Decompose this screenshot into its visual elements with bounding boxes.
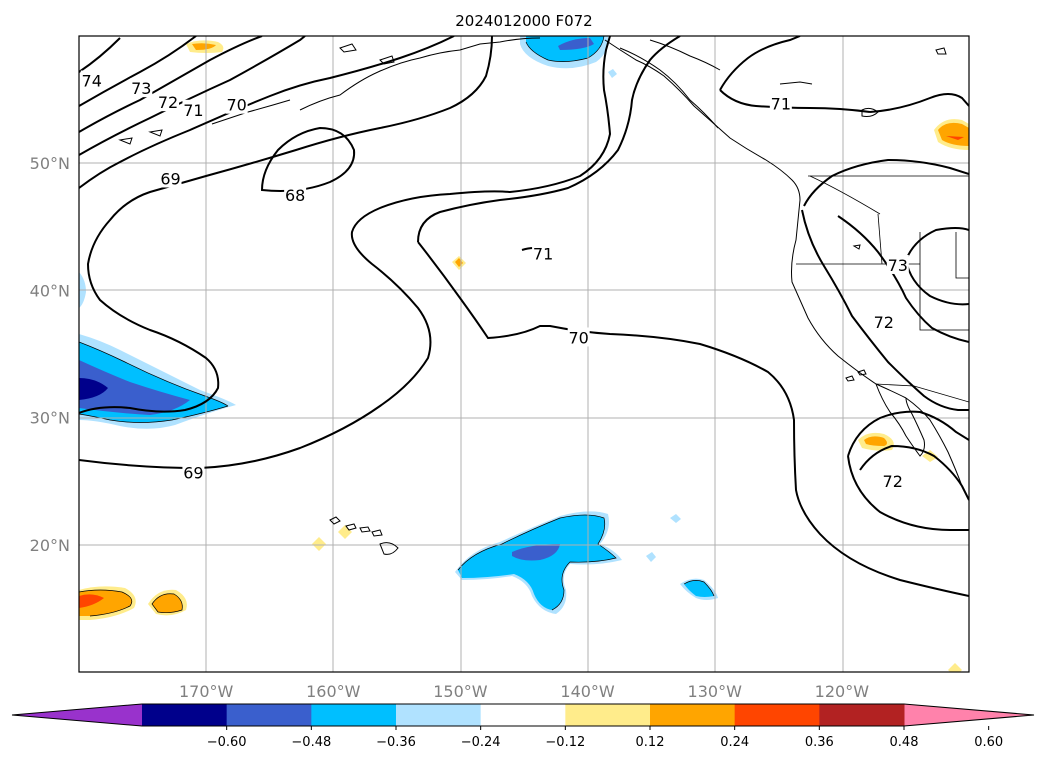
colorbar: −0.60 −0.48 −0.36 −0.24 −0.12 0.12 0.24 0.36 0.4…	[11, 703, 1035, 750]
contour-label: 73	[888, 256, 908, 275]
contour-label-halo	[769, 93, 792, 113]
colorbar-outline	[11, 703, 1035, 727]
colorbar-tick-label: 0.48	[890, 735, 919, 750]
longitude-label: 160°W	[306, 682, 361, 701]
latitude-labels: 50°N 40°N 30°N 20°N	[30, 154, 70, 555]
positive-anomaly-areas	[79, 40, 969, 672]
contour-labels: 74 73 72 71 70 69 68 71 70 69 71 73 72 72	[80, 70, 909, 491]
colorbar-tick-label: −0.12	[545, 735, 585, 750]
contour-label-halo	[157, 92, 179, 112]
colorbar-tick-label: −0.60	[207, 735, 247, 750]
negative-anomaly-west	[79, 272, 236, 429]
colorbar-tick-label: −0.24	[461, 735, 501, 750]
colorbar-segment	[480, 704, 566, 726]
longitude-label: 170°W	[179, 682, 234, 701]
colorbar-tick-label: 0.24	[720, 735, 749, 750]
negative-anomaly-hawaii	[455, 69, 718, 614]
contour-label-halo	[130, 78, 153, 98]
contour-label: 74	[82, 72, 102, 91]
contour-label: 71	[183, 101, 203, 120]
contour-label-halo	[159, 168, 182, 188]
contour-label: 70	[226, 96, 246, 115]
colorbar-segment	[650, 704, 736, 726]
longitude-label: 130°W	[688, 682, 743, 701]
colorbar-extend-high	[904, 704, 1034, 726]
contour-label-halo	[225, 94, 248, 114]
contour-label-halo	[567, 327, 590, 347]
latitude-label: 30°N	[30, 409, 70, 428]
colorbar-segment	[734, 704, 820, 726]
shading-outlines	[79, 36, 715, 617]
contour-label: 72	[874, 313, 894, 332]
negative-anomaly-alaska	[520, 36, 609, 69]
colorbar-segment	[226, 704, 312, 726]
map-title: 2024012000 F072	[455, 12, 592, 30]
contour-label-halo	[80, 70, 103, 90]
graticule	[79, 36, 969, 672]
colorbar-tick-label: 0.36	[805, 735, 834, 750]
contour-label: 71	[771, 94, 791, 113]
colorbar-extend-low	[12, 704, 142, 726]
map-frame	[78, 35, 970, 673]
contour-label: 70	[568, 328, 588, 347]
contour-label-halo	[284, 185, 307, 204]
longitude-labels: 170°W 160°W 150°W 140°W 130°W 120°W	[179, 682, 869, 701]
map-content	[79, 36, 969, 672]
colorbar-segment	[396, 704, 482, 726]
latitude-label: 40°N	[30, 281, 70, 300]
colorbar-segment	[142, 704, 228, 726]
contour-label-halo	[182, 99, 205, 119]
contour-label: 68	[285, 186, 305, 205]
colorbar-segment	[819, 704, 905, 726]
longitude-label: 140°W	[560, 682, 615, 701]
contour-label-halo	[532, 243, 555, 263]
colorbar-segment	[311, 704, 397, 726]
contour-label-halo	[886, 254, 909, 274]
contour-label-halo	[182, 462, 205, 482]
contour-label-halo	[872, 312, 895, 332]
latitude-label: 20°N	[30, 536, 70, 555]
longitude-label: 150°W	[433, 682, 488, 701]
longitude-label: 120°W	[815, 682, 870, 701]
contour-label: 72	[158, 93, 178, 112]
height-contours	[79, 36, 969, 597]
contour-label: 72	[883, 472, 903, 491]
contour-label: 73	[131, 79, 151, 98]
contour-label: 69	[183, 463, 203, 482]
colorbar-tick-label: −0.48	[291, 735, 331, 750]
contour-label-halo	[881, 471, 904, 491]
colorbar-tick-label: 0.60	[974, 735, 1003, 750]
colorbar-segment	[565, 704, 651, 726]
latitude-label: 50°N	[30, 154, 70, 173]
colorbar-tick-label: 0.12	[636, 735, 665, 750]
contour-label: 71	[533, 245, 553, 264]
colorbar-tick-label: −0.36	[376, 735, 416, 750]
contour-label: 69	[160, 169, 180, 188]
